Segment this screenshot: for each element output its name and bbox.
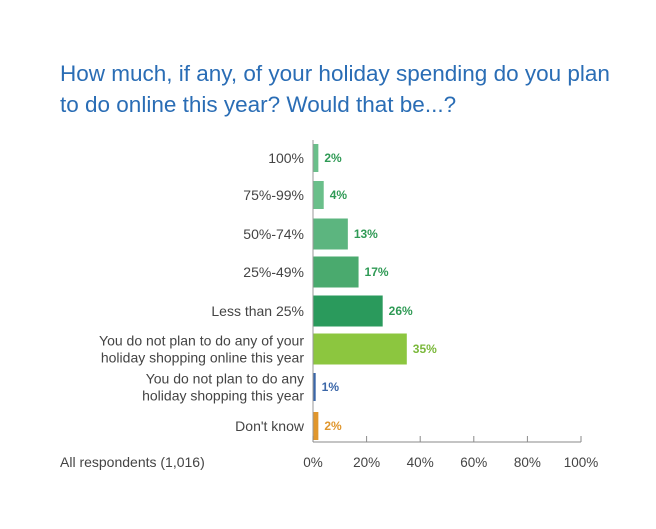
- value-label: 1%: [322, 380, 340, 394]
- bar: [313, 144, 319, 172]
- bar: [313, 333, 407, 365]
- chart-title: How much, if any, of your holiday spendi…: [60, 61, 610, 117]
- category-label: Less than 25%: [211, 303, 304, 319]
- value-label: 2%: [324, 419, 342, 433]
- x-tick-label: 0%: [303, 455, 323, 470]
- category-label: 50%-74%: [243, 226, 304, 242]
- value-label: 4%: [330, 188, 348, 202]
- value-label: 17%: [365, 265, 389, 279]
- x-tick-label: 100%: [564, 455, 599, 470]
- category-label: 75%-99%: [243, 187, 304, 203]
- value-label: 26%: [389, 304, 413, 318]
- respondents-note: All respondents (1,016): [60, 454, 205, 470]
- bar: [313, 256, 359, 288]
- x-tick-label: 80%: [514, 455, 541, 470]
- bar: [313, 295, 383, 327]
- x-tick-label: 40%: [407, 455, 434, 470]
- x-tick-label: 60%: [460, 455, 487, 470]
- bar: [313, 412, 319, 440]
- category-label: You do not plan to do any holiday shoppin…: [142, 371, 304, 404]
- category-label: You do not plan to do any of your holiday…: [99, 333, 304, 366]
- x-tick-label: 20%: [353, 455, 380, 470]
- value-label: 2%: [324, 151, 342, 165]
- bar: [313, 373, 316, 401]
- value-label: 35%: [413, 342, 437, 356]
- bar: [313, 218, 348, 250]
- bar: [313, 181, 324, 209]
- category-label: 100%: [268, 150, 304, 166]
- value-label: 13%: [354, 227, 378, 241]
- category-label: Don't know: [235, 418, 305, 434]
- category-label: 25%-49%: [243, 264, 304, 280]
